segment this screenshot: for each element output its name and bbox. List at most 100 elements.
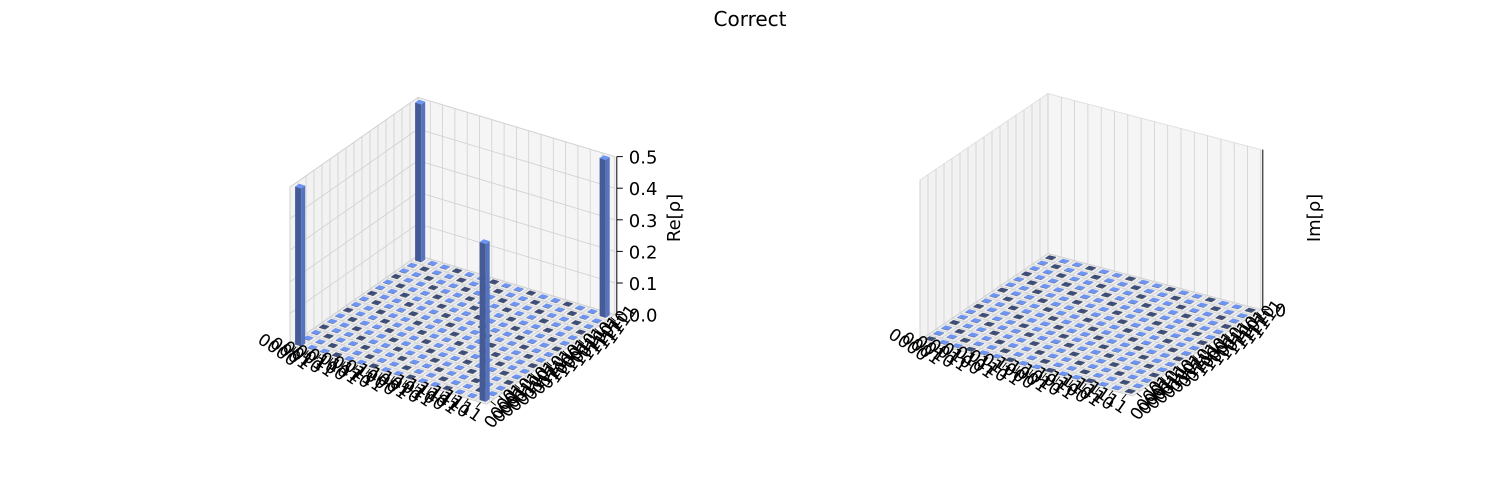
bar-face-side: [462, 362, 469, 365]
bar-1110-1110: [1223, 309, 1235, 315]
bar-1000-0100: [425, 348, 436, 354]
bar-face-front: [1094, 290, 1099, 294]
bar-face-front: [1083, 310, 1088, 314]
bar-face-side: [1074, 363, 1081, 366]
bar-1010-1000: [1122, 328, 1133, 334]
bar-0101-0111: [1047, 315, 1059, 321]
bar-0001-0010: [954, 328, 966, 334]
bar-face-side: [384, 330, 391, 334]
bar-face-top: [417, 353, 428, 359]
bar-face-side: [450, 358, 457, 361]
bar-face-side: [514, 313, 521, 317]
bar-face-side: [1037, 338, 1044, 341]
y-tick: [1232, 328, 1239, 333]
bar-0011-0101: [1005, 319, 1016, 325]
bar-face-front: [1195, 309, 1200, 314]
bar-0010-0111: [375, 309, 386, 315]
bar-face-top: [487, 391, 498, 396]
bar-face-top: [1130, 360, 1141, 365]
bar-0101-1001: [1063, 305, 1075, 311]
bar-face-side: [405, 353, 412, 356]
bar-face-top: [464, 296, 475, 301]
bar-face-front: [956, 321, 960, 326]
bar-face-side: [989, 333, 996, 336]
bar-1000-0100: [1063, 342, 1075, 348]
bar-face-front: [468, 361, 473, 365]
bar-face-side: [967, 335, 975, 338]
bar-face-front: [512, 318, 517, 322]
grid-line: [353, 299, 551, 360]
bar-face-side: [579, 317, 586, 320]
bar-1000-1001: [1103, 315, 1115, 321]
imaginary-part-3d-bar-chart: 0Im[ρ]0000000100100011010001010110011110…: [884, 92, 1325, 424]
x-tick: [1081, 383, 1087, 390]
bar-face-top: [1047, 315, 1059, 321]
bar-1100-1101: [546, 312, 557, 318]
bar-face-front: [561, 333, 566, 337]
bar-face-front: [375, 365, 379, 369]
bar-face-side: [550, 300, 557, 304]
bar-face-side: [368, 341, 375, 345]
bar-face-side: [1130, 362, 1137, 366]
bar-face-top: [1071, 374, 1083, 380]
bar-face-side: [450, 382, 457, 386]
bar-face-side: [946, 337, 954, 340]
bar-face-top: [562, 301, 573, 307]
bar-face-front: [1134, 301, 1139, 305]
bar-face-front: [948, 327, 952, 331]
bar-0011-0011: [356, 335, 367, 341]
bar-face-top: [442, 385, 453, 391]
bar-face-side: [978, 315, 986, 318]
bar-face-side: [1170, 298, 1177, 301]
bar-face-side: [1050, 266, 1058, 270]
bar-face-top: [1125, 276, 1136, 281]
bar-face-top: [1015, 300, 1027, 305]
bar-face-top: [1114, 295, 1126, 301]
bar-0100-1100: [440, 288, 451, 294]
bar-1111-1111: [1244, 307, 1256, 313]
bar-face-front: [1139, 347, 1144, 351]
bar-face-top: [599, 155, 610, 160]
x-tick: [439, 390, 445, 397]
bar-1100-0010: [458, 374, 469, 380]
bar-face-front: [974, 334, 979, 338]
bar-face-side: [1092, 375, 1100, 378]
bar-face-side: [474, 365, 481, 369]
bar-face-front: [505, 372, 510, 376]
bar-face-side: [1172, 359, 1180, 362]
bar-face-top: [503, 379, 514, 385]
bar-1100-1010: [522, 329, 533, 335]
bar-0001-1010: [387, 288, 398, 295]
bar-1011-0101: [1111, 347, 1123, 353]
bar-face-top: [424, 299, 435, 305]
bar-face-top: [491, 376, 502, 381]
bar-face-top: [383, 279, 394, 285]
bar-face-side: [1117, 321, 1124, 325]
bar-face-top: [1071, 337, 1083, 342]
bar-face-top: [526, 314, 537, 320]
bar-face-front: [378, 350, 383, 354]
bar-face-front: [945, 341, 950, 345]
bar-face-side: [954, 331, 962, 334]
bar-face-top: [429, 333, 440, 338]
bar-face-top: [510, 325, 521, 331]
bar-face-front: [1041, 351, 1046, 355]
bar-face-front: [1036, 267, 1040, 272]
bar-0001-0001: [315, 339, 326, 345]
bar-face-top: [438, 376, 449, 381]
bar-1001-0101: [445, 346, 456, 352]
bar-face-front: [504, 348, 509, 352]
bar-face-side: [1095, 286, 1103, 289]
bar-face-front: [557, 323, 562, 328]
bar-face-side: [1047, 356, 1055, 359]
bar-0011-0010: [348, 341, 359, 347]
bar-face-top: [427, 260, 438, 266]
bar-1000-1010: [1111, 310, 1123, 316]
bar-0110-0101: [1045, 330, 1056, 336]
bar-face-side: [1109, 289, 1116, 293]
bar-face-side: [412, 323, 419, 326]
bar-1101-1010: [1178, 327, 1189, 333]
bar-face-front: [1027, 348, 1032, 352]
bar-0001-1110: [419, 266, 430, 272]
bar-face-front: [432, 374, 437, 378]
